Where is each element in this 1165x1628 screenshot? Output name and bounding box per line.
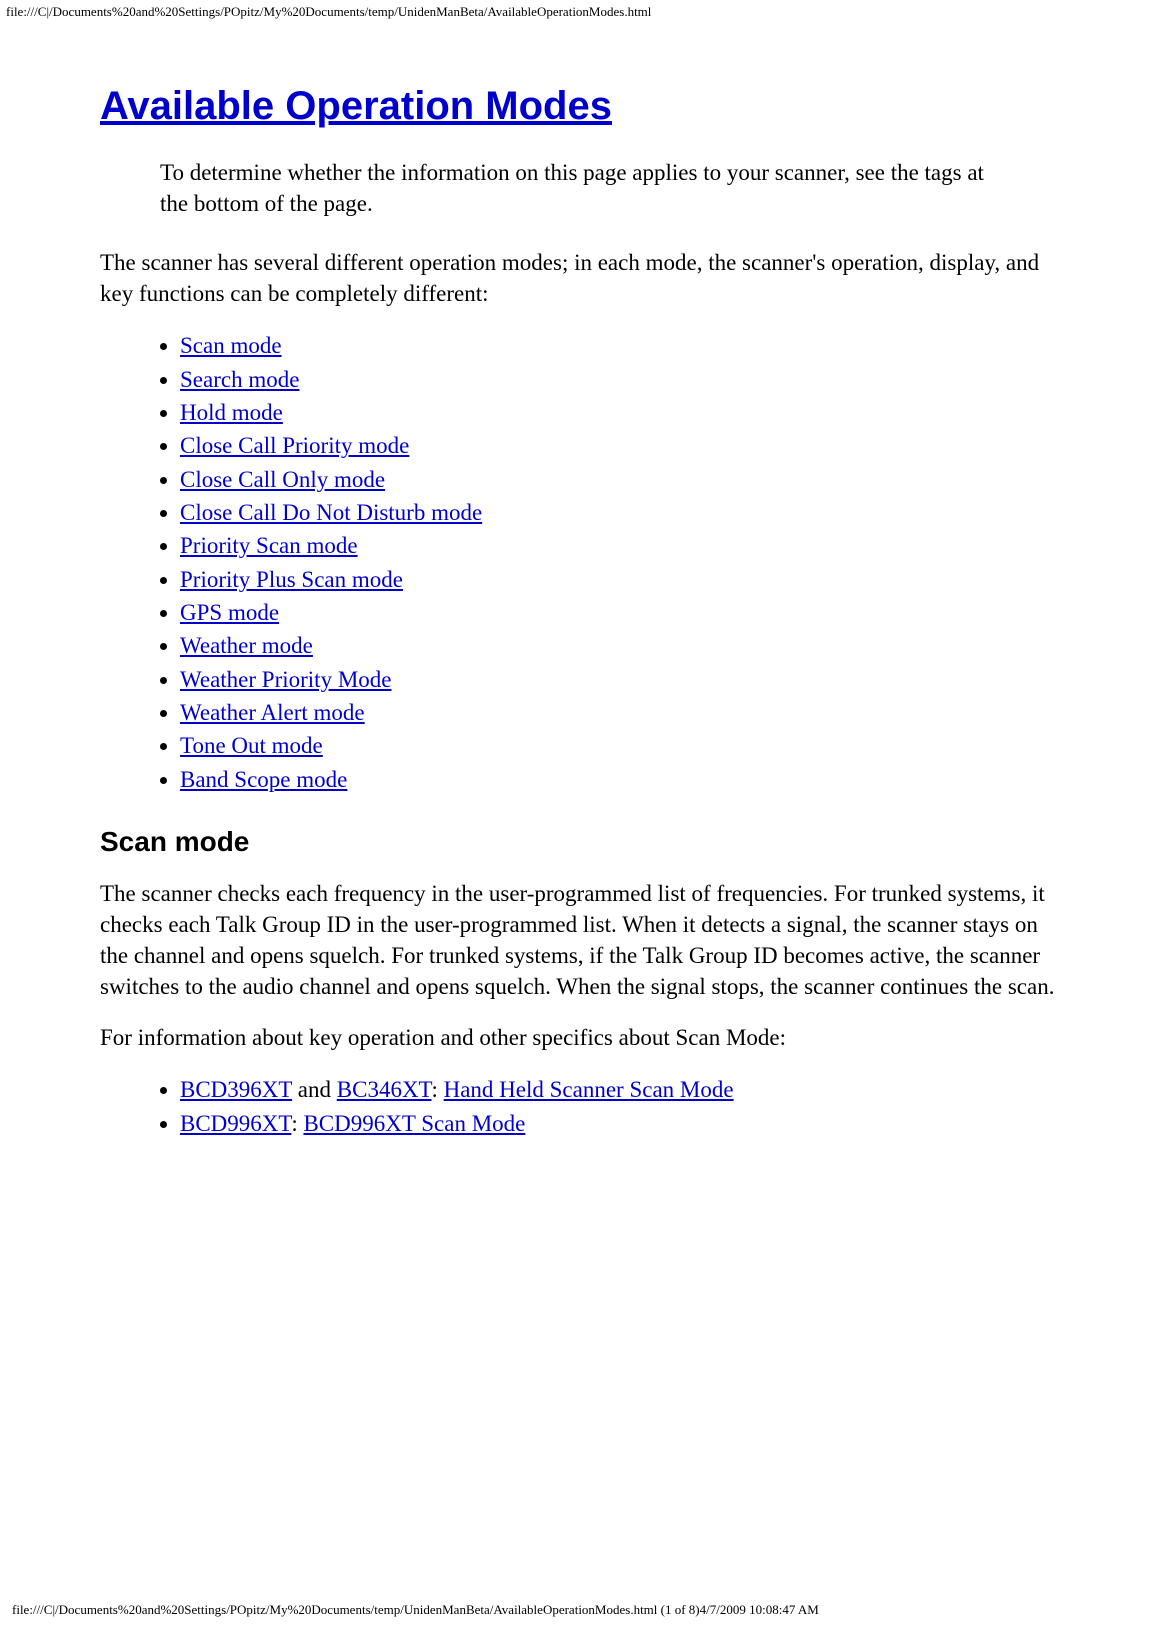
- ref-text-and: and: [292, 1077, 337, 1102]
- scan-mode-more-info: For information about key operation and …: [100, 1022, 1065, 1053]
- document-body: Available Operation Modes To determine w…: [100, 84, 1065, 1140]
- mode-link-tone-out[interactable]: Tone Out mode: [180, 733, 323, 758]
- ref-link-bc346xt[interactable]: BC346XT: [337, 1077, 432, 1102]
- mode-link-weather[interactable]: Weather mode: [180, 633, 313, 658]
- list-item: BCD996XT: BCD996XT Scan Mode: [180, 1107, 1065, 1140]
- intro-paragraph: The scanner has several different operat…: [100, 247, 1065, 309]
- mode-link-scan[interactable]: Scan mode: [180, 333, 282, 358]
- ref-link-bcd396xt[interactable]: BCD396XT: [180, 1077, 292, 1102]
- list-item: Priority Scan mode: [180, 529, 1065, 562]
- list-item: Weather Priority Mode: [180, 663, 1065, 696]
- ref-link-bcd996xt-scan[interactable]: BCD996XT Scan Mode: [303, 1111, 525, 1136]
- list-item: Priority Plus Scan mode: [180, 563, 1065, 596]
- list-item: Hold mode: [180, 396, 1065, 429]
- ref-text-sep: :: [431, 1077, 443, 1102]
- list-item: Scan mode: [180, 329, 1065, 362]
- scan-mode-refs: BCD396XT and BC346XT: Hand Held Scanner …: [100, 1073, 1065, 1140]
- mode-link-band-scope[interactable]: Band Scope mode: [180, 767, 347, 792]
- mode-link-gps[interactable]: GPS mode: [180, 600, 279, 625]
- mode-link-weather-priority[interactable]: Weather Priority Mode: [180, 667, 391, 692]
- page-title[interactable]: Available Operation Modes: [100, 84, 1065, 129]
- list-item: Weather mode: [180, 629, 1065, 662]
- list-item: Search mode: [180, 363, 1065, 396]
- list-item: GPS mode: [180, 596, 1065, 629]
- applicability-note: To determine whether the information on …: [160, 157, 1005, 219]
- ref-text-sep: :: [291, 1111, 303, 1136]
- list-item: Tone Out mode: [180, 729, 1065, 762]
- mode-link-hold[interactable]: Hold mode: [180, 400, 283, 425]
- header-file-path: file:///C|/Documents%20and%20Settings/PO…: [0, 0, 1165, 24]
- scan-mode-description: The scanner checks each frequency in the…: [100, 878, 1065, 1002]
- mode-link-close-call-dnd[interactable]: Close Call Do Not Disturb mode: [180, 500, 482, 525]
- list-item: Weather Alert mode: [180, 696, 1065, 729]
- ref-link-bcd996xt[interactable]: BCD996XT: [180, 1111, 291, 1136]
- modes-list: Scan mode Search mode Hold mode Close Ca…: [100, 329, 1065, 796]
- list-item: Close Call Do Not Disturb mode: [180, 496, 1065, 529]
- mode-link-close-call-priority[interactable]: Close Call Priority mode: [180, 433, 409, 458]
- mode-link-priority-plus-scan[interactable]: Priority Plus Scan mode: [180, 567, 403, 592]
- list-item: BCD396XT and BC346XT: Hand Held Scanner …: [180, 1073, 1065, 1106]
- footer-file-path: file:///C|/Documents%20and%20Settings/PO…: [6, 1598, 825, 1622]
- mode-link-priority-scan[interactable]: Priority Scan mode: [180, 533, 358, 558]
- scan-mode-heading: Scan mode: [100, 826, 1065, 858]
- list-item: Close Call Only mode: [180, 463, 1065, 496]
- mode-link-close-call-only[interactable]: Close Call Only mode: [180, 467, 385, 492]
- mode-link-search[interactable]: Search mode: [180, 367, 299, 392]
- list-item: Close Call Priority mode: [180, 429, 1065, 462]
- mode-link-weather-alert[interactable]: Weather Alert mode: [180, 700, 365, 725]
- list-item: Band Scope mode: [180, 763, 1065, 796]
- ref-link-handheld-scan[interactable]: Hand Held Scanner Scan Mode: [444, 1077, 734, 1102]
